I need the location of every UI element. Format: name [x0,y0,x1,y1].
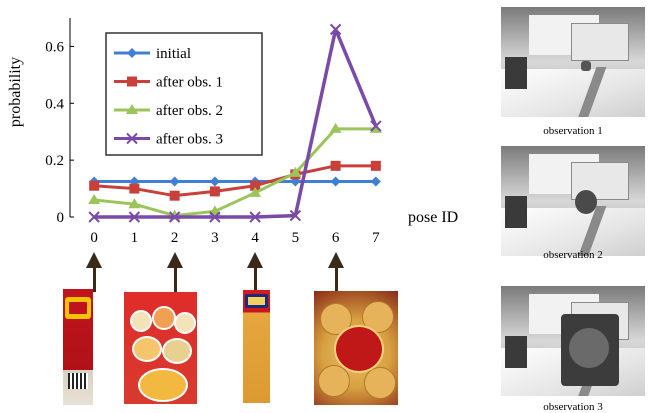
data-point [370,120,382,132]
data-point [128,198,141,209]
data-point [370,176,381,187]
y-tick-label: 0.2 [45,153,64,169]
series-layer [88,23,382,223]
data-point [88,193,101,204]
product-4 [243,290,270,403]
legend-marker [126,132,138,145]
cracker [364,367,396,399]
legend-marker [126,104,138,114]
observation-caption-2: observation 2 [543,249,603,261]
observation-photo-3 [501,286,645,396]
x-tick-label: 7 [372,230,380,246]
legend-label: initial [156,46,191,62]
chair [505,57,527,89]
x-tick-label: 6 [332,230,340,246]
series-3 [88,122,382,220]
food-plate [174,312,196,334]
observation-photo-1 [501,7,645,117]
legend-label: after obs. 1 [156,75,223,91]
data-point [209,186,220,197]
product-6 [314,291,398,405]
barcode [68,373,88,389]
legend-entry: after obs. 2 [114,103,223,119]
probability-chart: 0 0.2 0.4 0.6 0 1 2 3 4 5 6 7 initial after obs. 1 af… [7,18,458,246]
data-point [88,211,100,223]
data-point [169,176,180,187]
series-line [93,127,376,218]
legend-entry: after obs. 3 [114,132,223,148]
product-logo [334,325,384,373]
product-2 [124,292,197,404]
data-point [129,183,140,194]
x-tick-label: 4 [251,230,259,246]
food-plate [130,310,152,332]
data-point [209,176,220,187]
series-line [94,164,376,198]
data-point [330,160,341,171]
cracker [318,365,350,397]
food-plate [132,336,162,362]
product-0 [63,289,93,405]
observed-object [561,314,619,386]
data-point [89,180,100,191]
legend-label: after obs. 2 [156,103,223,119]
data-point [168,211,181,223]
data-point [169,190,180,201]
legend-marker [127,48,137,58]
data-point [249,211,261,223]
x-tick-label: 2 [171,230,179,246]
data-point [128,211,141,223]
series-line [94,27,378,219]
y-tick-label: 0 [57,210,65,226]
legend-entry: initial [114,46,191,62]
food-plate [162,338,192,364]
x-tick-label: 5 [292,230,300,246]
pose-arrow [327,252,344,292]
x-tick-label: 1 [131,230,139,246]
food-plate [152,306,176,330]
legend-marker [127,76,137,87]
product-logo [65,297,91,319]
pose-arrow [247,252,264,292]
observed-object [575,190,597,214]
data-point [289,209,302,222]
whiteboard [571,23,629,61]
data-point [289,166,302,177]
y-axis-label: probability [7,57,24,127]
x-tick-label: 3 [211,230,219,246]
data-point [329,122,342,133]
pose-arrow [166,252,183,292]
observation-photo-2 [501,146,645,256]
series-4 [88,23,382,223]
data-point [370,160,381,171]
data-point [249,186,262,197]
legend-label: after obs. 3 [156,132,223,148]
x-tick-label: 0 [90,230,98,246]
y-tick-label: 0.4 [45,96,64,112]
observation-caption-3: observation 3 [543,401,603,413]
y-tick-label: 0.6 [45,39,64,55]
data-point [250,180,261,191]
chart-axes: 0 0.2 0.4 0.6 0 1 2 3 4 5 6 7 [45,18,380,246]
x-axis-label: pose ID [408,209,458,226]
data-point [329,23,342,36]
food-plate [138,368,188,402]
observation-caption-1: observation 1 [543,125,603,137]
data-point [209,211,221,223]
data-point [330,176,341,187]
product-logo [245,294,268,308]
chart-legend: initial after obs. 1 after obs. 2 after obs… [105,32,263,156]
legend-entry: after obs. 1 [114,75,223,91]
pose-arrow [86,252,103,292]
chair [505,196,527,228]
cracker [320,303,352,335]
chair [505,336,527,368]
observed-object [581,61,591,71]
